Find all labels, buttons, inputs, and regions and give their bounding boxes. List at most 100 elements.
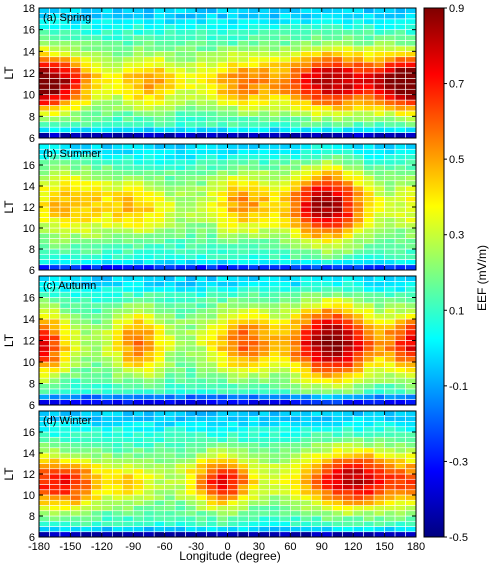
heatmap-cell — [290, 377, 302, 384]
heatmap-cell — [216, 56, 228, 63]
heatmap-cell — [164, 510, 176, 517]
heatmap-cell — [80, 78, 92, 85]
heatmap-cell — [373, 452, 385, 459]
heatmap-cell — [91, 307, 103, 314]
heatmap-cell — [300, 201, 312, 208]
heatmap-cell — [342, 7, 354, 14]
heatmap-cell — [132, 426, 145, 433]
heatmap-cell — [70, 334, 82, 341]
heatmap-cell — [321, 13, 333, 20]
heatmap-cell — [112, 206, 124, 213]
heatmap-cell — [363, 206, 375, 213]
heatmap-cell — [112, 217, 124, 224]
heatmap-cell — [49, 356, 61, 363]
heatmap-cell — [331, 297, 343, 304]
heatmap-cell — [394, 13, 406, 20]
heatmap-cell — [300, 190, 312, 197]
heatmap-cell — [185, 78, 197, 85]
heatmap-cell — [248, 7, 260, 14]
heatmap-cell — [258, 372, 270, 379]
heatmap-cell — [101, 51, 113, 58]
heatmap-cell — [70, 515, 82, 522]
heatmap-cell — [174, 410, 186, 417]
heatmap-cell — [310, 526, 323, 533]
heatmap-cell — [195, 505, 207, 512]
heatmap-cell — [112, 61, 124, 68]
heatmap-cell — [269, 206, 281, 213]
heatmap-cell — [91, 61, 103, 68]
heatmap-cell — [269, 99, 281, 106]
heatmap-cell — [352, 399, 364, 406]
heatmap-cell — [227, 180, 239, 187]
heatmap-cell — [384, 175, 396, 182]
heatmap-cell — [363, 281, 375, 288]
heatmap-cell — [405, 452, 417, 459]
heatmap-cell — [321, 253, 333, 260]
heatmap-cell — [352, 232, 364, 239]
heatmap-cell — [195, 377, 207, 384]
heatmap-cell — [331, 132, 343, 139]
heatmap-cell — [405, 457, 417, 464]
heatmap-cell — [258, 531, 270, 538]
heatmap-cell — [164, 281, 176, 288]
heatmap-cell — [143, 78, 155, 85]
heatmap-cell — [269, 415, 281, 422]
heatmap-cell — [352, 206, 364, 213]
heatmap-cell — [279, 222, 291, 229]
heatmap-cell — [122, 83, 134, 90]
heatmap-cell — [164, 515, 176, 522]
heatmap-cell — [59, 494, 71, 501]
heatmap-cell — [363, 436, 375, 443]
heatmap-cell — [216, 238, 228, 245]
heatmap-cell — [153, 468, 165, 475]
heatmap-cell — [143, 334, 155, 341]
heatmap-cell — [195, 399, 207, 406]
heatmap-cell — [206, 494, 218, 501]
heatmap-cell — [405, 494, 417, 501]
heatmap-cell — [363, 473, 375, 480]
heatmap-cell — [38, 383, 50, 390]
heatmap-cell — [153, 415, 165, 422]
heatmap-cell — [290, 297, 302, 304]
heatmap-cell — [195, 329, 207, 336]
heatmap-cell — [153, 421, 165, 428]
heatmap-cell — [70, 34, 82, 41]
heatmap-cell — [164, 88, 176, 95]
heatmap-cell — [227, 505, 239, 512]
heatmap-cell — [49, 99, 61, 106]
heatmap-cell — [405, 169, 417, 176]
heatmap-cell — [195, 442, 207, 449]
heatmap-cell — [38, 447, 50, 454]
heatmap-cell — [269, 51, 281, 58]
heatmap-cell — [80, 393, 92, 400]
heatmap-cell — [91, 356, 103, 363]
heatmap-cell — [279, 356, 291, 363]
heatmap-cell — [91, 367, 103, 374]
heatmap-cell — [80, 110, 92, 117]
heatmap-cell — [269, 340, 281, 347]
heatmap-cell — [405, 243, 417, 250]
heatmap-cell — [70, 473, 82, 480]
heatmap-cell — [70, 264, 82, 271]
heatmap-cell — [143, 307, 155, 314]
heatmap-cell — [279, 169, 291, 176]
heatmap-cell — [363, 484, 375, 491]
heatmap-cell — [49, 110, 61, 117]
heatmap-cell — [122, 436, 134, 443]
heatmap-cell — [38, 329, 50, 336]
heatmap-cell — [132, 185, 145, 192]
heatmap-cell — [279, 154, 291, 161]
heatmap-cell — [49, 367, 61, 374]
heatmap-cell — [153, 410, 165, 417]
heatmap-cell — [248, 253, 260, 260]
heatmap-cell — [405, 40, 417, 47]
heatmap-cell — [373, 361, 385, 368]
heatmap-cell — [237, 275, 249, 282]
heatmap-cell — [405, 297, 417, 304]
heatmap-cell — [80, 201, 92, 208]
heatmap-cell — [132, 489, 145, 496]
heatmap-cell — [122, 478, 134, 485]
heatmap-cell — [300, 72, 312, 79]
heatmap-cell — [352, 410, 364, 417]
